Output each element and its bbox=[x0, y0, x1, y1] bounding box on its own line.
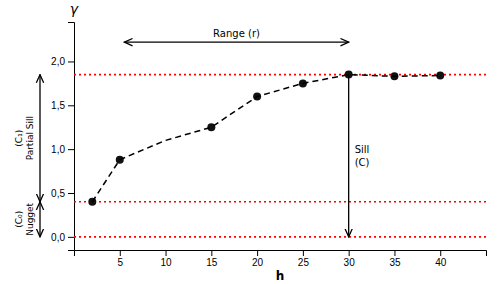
y-tick-label: 1,5 bbox=[51, 100, 65, 111]
annotation-sublabel: (C) bbox=[355, 157, 370, 168]
y-tick: 1,5 bbox=[51, 100, 74, 111]
plot-area bbox=[74, 71, 486, 237]
x-tick-mark bbox=[166, 250, 167, 256]
x-tick-mark bbox=[349, 250, 350, 256]
x-tick-mark bbox=[440, 250, 441, 256]
x-tick: 10 bbox=[160, 250, 172, 268]
x-tick-label: 20 bbox=[252, 257, 264, 268]
data-point bbox=[207, 123, 215, 131]
x-tick-label: 5 bbox=[117, 257, 123, 268]
x-tick-mark bbox=[394, 250, 395, 256]
x-tick-label: 35 bbox=[389, 257, 401, 268]
annotation-label: Range (r) bbox=[213, 28, 260, 39]
x-tick-label: 15 bbox=[206, 257, 218, 268]
y-axis-title: γ bbox=[70, 1, 79, 17]
x-axis-title: h bbox=[276, 269, 285, 283]
x-tick: 15 bbox=[206, 250, 218, 268]
curve bbox=[92, 75, 440, 202]
reference-line bbox=[74, 201, 486, 203]
chart: 5 10 15 20 25 30 35 40 0,0 0,5 1,0 1,5 2,0 h γ Range (r… bbox=[0, 0, 500, 284]
x-tick-label: 10 bbox=[160, 257, 172, 268]
sill-arrow bbox=[348, 75, 349, 237]
y-tick-mark bbox=[68, 149, 74, 150]
x-axis: 5 10 15 20 25 30 35 40 bbox=[75, 250, 487, 268]
annotations: Range (r) Partial Sill(C₁) Nugget(C₀) Sill (… bbox=[14, 28, 370, 237]
y-tick-mark bbox=[68, 237, 74, 238]
x-tick-mark bbox=[257, 250, 258, 256]
y-tick-label: 0,0 bbox=[51, 232, 65, 243]
range-arrow bbox=[124, 42, 348, 43]
x-axis-line bbox=[75, 251, 487, 257]
annotation-label: Nugget bbox=[25, 202, 35, 235]
y-tick-label: 0,5 bbox=[51, 188, 65, 199]
y-tick: 0,0 bbox=[51, 232, 74, 243]
y-tick: 1,0 bbox=[51, 144, 74, 155]
x-tick: 25 bbox=[298, 250, 310, 268]
x-tick-label: 30 bbox=[344, 257, 356, 268]
x-tick-mark bbox=[211, 250, 212, 256]
y-tick-label: 2,0 bbox=[51, 56, 65, 67]
x-tick-label: 40 bbox=[435, 257, 447, 268]
x-tick-mark bbox=[303, 250, 304, 256]
bracket-arrow bbox=[39, 202, 40, 237]
y-tick-label: 1,0 bbox=[51, 144, 65, 155]
reference-line bbox=[74, 236, 486, 238]
y-tick-mark bbox=[68, 61, 74, 62]
x-tick-mark bbox=[120, 250, 121, 256]
y-axis: 0,0 0,5 1,0 1,5 2,0 bbox=[51, 23, 74, 251]
y-tick: 0,5 bbox=[51, 188, 74, 199]
y-tick: 2,0 bbox=[51, 56, 74, 67]
annotation-sublabel: (C₁) bbox=[14, 130, 24, 147]
x-tick-label: 25 bbox=[298, 257, 310, 268]
annotation-sublabel: (C₀) bbox=[14, 211, 24, 228]
annotation-label: Sill bbox=[355, 144, 370, 155]
x-tick: 20 bbox=[252, 250, 264, 268]
x-tick: 35 bbox=[389, 250, 401, 268]
data-point bbox=[88, 198, 96, 206]
annotation-label: Partial Sill bbox=[25, 116, 35, 160]
bracket-arrow bbox=[39, 75, 40, 202]
y-axis-line bbox=[68, 23, 75, 251]
x-tick: 30 bbox=[344, 250, 356, 268]
x-tick: 40 bbox=[435, 250, 447, 268]
y-tick-mark bbox=[68, 105, 74, 106]
x-tick: 5 bbox=[117, 250, 123, 268]
y-tick-mark bbox=[68, 193, 74, 194]
